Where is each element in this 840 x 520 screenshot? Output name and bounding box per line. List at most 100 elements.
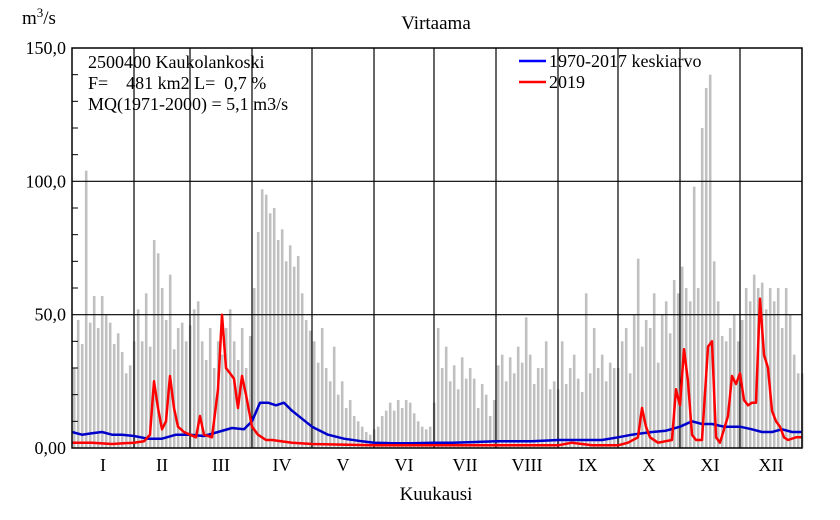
month-label: III — [212, 455, 230, 475]
daily-range-bar — [384, 410, 388, 448]
daily-range-bar — [676, 293, 680, 448]
y-axis-ticks: 0,00 50,0 100,0 150,0 — [26, 38, 67, 458]
gridlines — [72, 48, 802, 448]
daily-range-bar — [480, 384, 484, 448]
daily-range-bar — [692, 186, 696, 448]
month-label: VI — [395, 455, 414, 475]
daily-range-bar — [72, 368, 76, 448]
station-info: 2500400 Kaukolankoski F= 481 km2 L= 0,7 … — [88, 52, 288, 115]
daily-range-bar — [200, 341, 204, 448]
daily-range-bar — [144, 293, 148, 448]
daily-range-bar — [440, 368, 444, 448]
daily-range-bar — [348, 400, 352, 448]
month-label: IX — [579, 455, 598, 475]
y-axis-unit-base: m — [22, 8, 37, 29]
daily-range-bar — [192, 309, 196, 448]
daily-range-bar — [388, 402, 392, 448]
series-2019-line — [72, 297, 802, 447]
daily-range-bar — [628, 373, 632, 448]
daily-range-bar — [212, 368, 216, 448]
daily-range-bar — [136, 309, 140, 448]
daily-range-bar — [232, 341, 236, 448]
month-label: IV — [273, 455, 292, 475]
daily-range-bar — [312, 341, 316, 448]
daily-range-bar — [436, 328, 440, 448]
daily-range-bar — [404, 400, 408, 448]
daily-range-bar — [452, 365, 456, 448]
daily-range-bar — [536, 368, 540, 448]
daily-range-bar — [80, 344, 84, 448]
daily-range-bar — [584, 293, 588, 448]
daily-range-bar — [544, 341, 548, 448]
daily-range-bar — [568, 368, 572, 448]
daily-range-bar — [88, 322, 92, 448]
daily-range-bar — [112, 344, 116, 448]
plot-frame — [71, 47, 803, 449]
station-info-line-2: F= 481 km2 L= 0,7 % — [88, 73, 266, 93]
daily-range-bar — [668, 333, 672, 448]
daily-range-bar — [700, 128, 704, 448]
x-axis-month-labels: I II III IV V VI VII VIII IX X XI XII — [100, 455, 784, 475]
daily-range-bar — [420, 426, 424, 448]
daily-range-bar — [100, 296, 104, 448]
daily-range-bar — [696, 288, 700, 448]
daily-range-bar — [588, 373, 592, 448]
daily-range-bar — [260, 189, 264, 449]
daily-range-bar — [660, 314, 664, 448]
daily-range-bar — [416, 421, 420, 448]
daily-range-bar — [276, 240, 280, 448]
daily-range-bar — [204, 360, 208, 448]
daily-range-bar — [528, 354, 532, 448]
daily-range-bar — [176, 328, 180, 448]
daily-range-bar — [788, 314, 792, 448]
chart-title: Virtaama — [401, 13, 471, 34]
daily-range-bar — [484, 394, 488, 448]
daily-range-bar — [596, 368, 600, 448]
daily-range-bar — [792, 354, 796, 448]
daily-range-bar — [332, 346, 336, 448]
daily-range-bar — [796, 373, 800, 448]
daily-range-bar — [208, 328, 212, 448]
daily-range-bar — [340, 381, 344, 448]
daily-range-bar — [500, 354, 504, 448]
daily-range-bar — [456, 389, 460, 448]
daily-range-bar — [504, 381, 508, 448]
daily-range-bar — [364, 432, 368, 448]
daily-range-bar — [352, 416, 356, 448]
daily-range-bar — [264, 194, 268, 448]
daily-range-bar — [664, 301, 668, 448]
daily-range-bar — [512, 373, 516, 448]
daily-range-bar — [284, 261, 288, 448]
daily-range-bar — [724, 341, 728, 448]
daily-range-bar — [92, 296, 96, 448]
daily-range-bar — [76, 320, 80, 448]
month-label: I — [100, 455, 106, 475]
daily-range-bar — [196, 301, 200, 448]
daily-range-bar — [780, 328, 784, 448]
daily-range-bar — [560, 341, 564, 448]
daily-range-bar — [752, 274, 756, 448]
daily-range-bar — [288, 245, 292, 448]
daily-range-bar — [324, 368, 328, 448]
daily-range-bar — [640, 346, 644, 448]
daily-range-bar — [380, 416, 384, 448]
daily-range-bar — [768, 288, 772, 448]
daily-range-bar — [424, 429, 428, 448]
daily-range-bar — [124, 373, 128, 448]
daily-range-bar — [96, 328, 100, 448]
daily-range-bar — [336, 394, 340, 448]
y-axis-unit-tail: /s — [43, 8, 56, 29]
daily-range-bar — [272, 208, 276, 448]
month-label: XII — [759, 455, 784, 475]
daily-range-bar — [636, 258, 640, 448]
daily-range-bar — [224, 328, 228, 448]
legend-label-2019: 2019 — [549, 72, 585, 92]
daily-range-bar — [648, 328, 652, 448]
daily-range-bar — [472, 378, 476, 448]
daily-range-bar — [228, 309, 232, 448]
daily-range-bar — [656, 362, 660, 448]
daily-range-bar — [392, 410, 396, 448]
daily-range-bar — [444, 346, 448, 448]
daily-range-bar — [704, 88, 708, 448]
daily-range-bar — [760, 282, 764, 448]
